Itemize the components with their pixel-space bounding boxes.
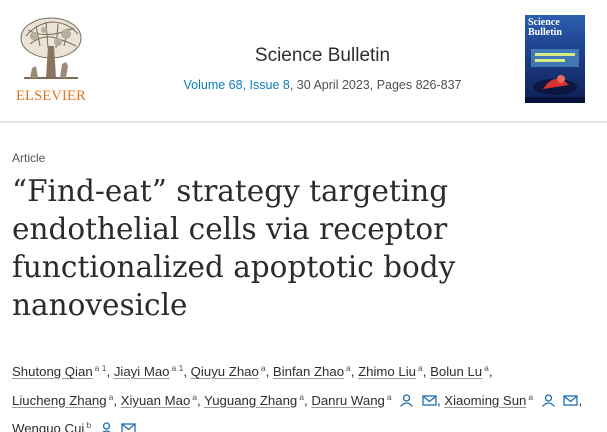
author-separator: ,: [488, 364, 493, 379]
journal-issue-info: Volume 68, Issue 8, 30 April 2023, Pages…: [120, 78, 525, 92]
author-separator: ,: [265, 364, 273, 379]
author-name-link[interactable]: Binfan Zhao: [272, 364, 345, 379]
author-affiliation-sup[interactable]: a: [260, 363, 266, 373]
author-name-link[interactable]: Bolun Lu: [430, 364, 483, 379]
author-separator: ,: [197, 392, 205, 408]
author-name-link[interactable]: Qiuyu Zhao: [190, 364, 259, 379]
author-separator: ,: [304, 392, 312, 408]
author-affiliation-sup[interactable]: b: [86, 420, 92, 430]
author-item[interactable]: Wenguo Cui b: [12, 420, 137, 432]
cover-title: Science Bulletin: [528, 17, 562, 38]
author-name-link[interactable]: Zhimo Liu: [358, 364, 417, 379]
author-name-link[interactable]: Jiayi Mao: [113, 364, 170, 379]
issue-date-pages: , 30 April 2023, Pages 826-837: [289, 78, 462, 92]
author-affiliation-sup[interactable]: a: [386, 391, 392, 402]
title-line: functionalized apoptotic body: [12, 250, 456, 284]
author-name-link[interactable]: Xiyuan Mao: [120, 392, 191, 408]
elsevier-wordmark: ELSEVIER: [15, 88, 87, 104]
author-affiliation-sup[interactable]: a: [418, 363, 423, 373]
author-item[interactable]: Binfan Zhao a: [272, 363, 351, 379]
author-separator: ,: [436, 392, 445, 408]
author-affiliation-sup[interactable]: a: [299, 391, 304, 402]
header-divider: [0, 121, 607, 123]
author-affiliation-sup[interactable]: a 1: [171, 363, 184, 373]
author-item[interactable]: Bolun Lu a: [430, 363, 489, 379]
author-item[interactable]: Xiyuan Mao a: [120, 391, 198, 408]
envelope-icon[interactable]: [422, 394, 437, 407]
title-line: nanovesicle: [12, 288, 188, 322]
envelope-icon[interactable]: [121, 422, 137, 432]
author-affiliation-sup[interactable]: a: [528, 391, 534, 402]
author-separator: ,: [113, 392, 121, 408]
article-title: “Find-eat” strategy targeting endothelia…: [12, 172, 572, 324]
author-separator: ,: [422, 364, 431, 379]
author-separator: ,: [106, 364, 114, 379]
author-name-link[interactable]: Liucheng Zhang: [12, 392, 107, 408]
author-affiliation-sup[interactable]: a: [192, 391, 198, 402]
author-separator: ,: [578, 392, 583, 408]
author-affiliation-sup[interactable]: a: [484, 363, 489, 373]
author-affiliation-sup[interactable]: a 1: [94, 363, 107, 373]
cover-art: [525, 49, 585, 103]
elsevier-tree-icon: [20, 17, 82, 79]
author-item[interactable]: Zhimo Liu a: [358, 363, 423, 379]
person-icon[interactable]: [541, 393, 556, 407]
journal-header: ELSEVIER Science Bulletin Volume 68, Iss…: [0, 0, 607, 122]
title-line: “Find-eat” strategy targeting: [12, 174, 449, 208]
author-separator: ,: [183, 364, 191, 379]
author-affiliation-sup[interactable]: a: [108, 391, 114, 402]
author-name-link[interactable]: Danru Wang: [311, 392, 385, 408]
journal-title[interactable]: Science Bulletin: [254, 45, 391, 66]
title-line: endothelial cells via receptor: [12, 212, 448, 246]
author-separator: ,: [350, 364, 359, 379]
person-icon[interactable]: [99, 422, 114, 432]
author-item[interactable]: Liucheng Zhang a: [12, 391, 114, 408]
author-name-link[interactable]: Wenguo Cui: [12, 421, 85, 432]
envelope-icon[interactable]: [563, 394, 579, 407]
author-name-link[interactable]: Xiaoming Sun: [444, 392, 527, 408]
author-item[interactable]: Jiayi Mao a 1: [113, 363, 184, 379]
author-item[interactable]: Danru Wang a: [311, 391, 437, 408]
author-item[interactable]: Yuguang Zhang a: [204, 391, 304, 408]
author-item[interactable]: Shutong Qian a 1: [12, 363, 107, 379]
person-icon[interactable]: [399, 393, 414, 407]
author-affiliation-sup[interactable]: a: [346, 363, 351, 373]
author-name-link[interactable]: Yuguang Zhang: [204, 392, 298, 408]
author-item[interactable]: Qiuyu Zhao a: [190, 363, 266, 379]
author-item[interactable]: Xiaoming Sun a: [444, 391, 579, 408]
elsevier-logo[interactable]: ELSEVIER: [10, 16, 92, 106]
article-type-label: Article: [12, 151, 46, 165]
journal-cover-image[interactable]: Science Bulletin: [525, 15, 585, 103]
author-name-link[interactable]: Shutong Qian: [12, 364, 93, 379]
volume-issue-link[interactable]: Volume 68, Issue 8: [183, 78, 290, 92]
author-list: Shutong Qian a 1, Jiayi Mao a 1, Qiuyu Zha…: [12, 356, 597, 432]
